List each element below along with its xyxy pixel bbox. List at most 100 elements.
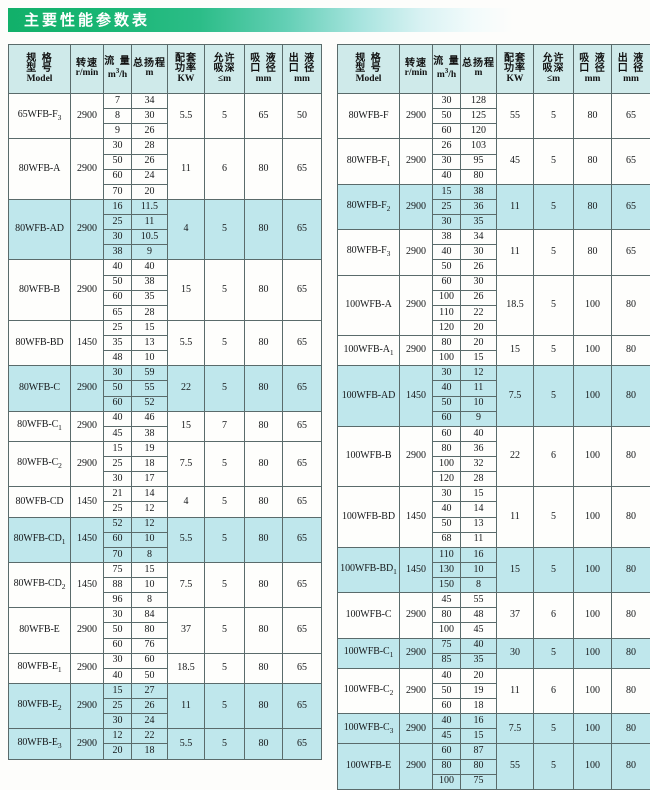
cell-flow: 50 bbox=[433, 260, 461, 275]
cell-head: 40 bbox=[461, 426, 497, 441]
cell-outlet: 65 bbox=[283, 517, 322, 562]
cell-suction: 7 bbox=[205, 411, 245, 441]
cell-head: 15 bbox=[132, 320, 168, 335]
cell-flow: 30 bbox=[104, 366, 132, 381]
cell-flow: 50 bbox=[104, 275, 132, 290]
cell-power: 7.5 bbox=[168, 562, 205, 607]
col-header-model: 规 格 型 号 Model bbox=[338, 45, 400, 94]
cell-outlet: 65 bbox=[283, 320, 322, 365]
cell-head: 35 bbox=[461, 653, 497, 668]
cell-inlet: 100 bbox=[574, 547, 612, 592]
cell-suction: 5 bbox=[534, 714, 574, 744]
cell-outlet: 65 bbox=[283, 260, 322, 321]
cell-inlet: 80 bbox=[245, 260, 283, 321]
cell-inlet: 100 bbox=[574, 593, 612, 638]
cell-outlet: 65 bbox=[283, 562, 322, 607]
cell-power: 15 bbox=[497, 547, 534, 592]
cell-model: 100WFB-C1 bbox=[338, 638, 400, 668]
cell-head: 11 bbox=[461, 381, 497, 396]
cell-head: 87 bbox=[461, 744, 497, 759]
cell-speed: 2900 bbox=[71, 683, 104, 728]
cell-power: 18.5 bbox=[497, 275, 534, 336]
cell-inlet: 80 bbox=[245, 729, 283, 759]
cell-head: 9 bbox=[461, 411, 497, 426]
cell-speed: 2900 bbox=[400, 638, 433, 668]
cell-speed: 2900 bbox=[400, 744, 433, 789]
cell-flow: 25 bbox=[104, 320, 132, 335]
cell-flow: 30 bbox=[104, 139, 132, 154]
cell-outlet: 80 bbox=[612, 668, 650, 713]
cell-speed: 2900 bbox=[400, 94, 433, 139]
cell-head: 14 bbox=[132, 487, 168, 502]
cell-speed: 1450 bbox=[71, 487, 104, 517]
cell-flow: 65 bbox=[104, 305, 132, 320]
cell-power: 11 bbox=[497, 487, 534, 548]
cell-flow: 40 bbox=[433, 668, 461, 683]
cell-head: 80 bbox=[461, 169, 497, 184]
cell-suction: 5 bbox=[205, 94, 245, 139]
cell-outlet: 80 bbox=[612, 638, 650, 668]
cell-flow: 50 bbox=[104, 154, 132, 169]
cell-flow: 150 bbox=[433, 578, 461, 593]
cell-flow: 40 bbox=[433, 502, 461, 517]
cell-head: 18 bbox=[132, 457, 168, 472]
cell-outlet: 80 bbox=[612, 275, 650, 336]
cell-inlet: 80 bbox=[574, 184, 612, 229]
cell-suction: 5 bbox=[205, 729, 245, 759]
cell-flow: 30 bbox=[104, 472, 132, 487]
cell-flow: 50 bbox=[104, 381, 132, 396]
cell-power: 45 bbox=[497, 139, 534, 184]
cell-flow: 60 bbox=[104, 290, 132, 305]
cell-speed: 1450 bbox=[71, 562, 104, 607]
cell-head: 15 bbox=[461, 729, 497, 744]
cell-inlet: 80 bbox=[245, 608, 283, 653]
cell-model: 80WFB-F2 bbox=[338, 184, 400, 229]
cell-inlet: 80 bbox=[245, 199, 283, 260]
cell-flow: 50 bbox=[104, 623, 132, 638]
cell-head: 9 bbox=[132, 245, 168, 260]
cell-flow: 50 bbox=[433, 683, 461, 698]
page-title: 主要性能参数表 bbox=[24, 8, 150, 32]
cell-head: 12 bbox=[461, 366, 497, 381]
cell-head: 15 bbox=[132, 562, 168, 577]
cell-speed: 1450 bbox=[400, 366, 433, 427]
cell-model: 100WFB-B bbox=[338, 426, 400, 487]
cell-power: 4 bbox=[168, 487, 205, 517]
cell-inlet: 100 bbox=[574, 668, 612, 713]
cell-suction: 5 bbox=[534, 184, 574, 229]
cell-head: 76 bbox=[132, 638, 168, 653]
cell-flow: 40 bbox=[433, 169, 461, 184]
cell-head: 10 bbox=[132, 578, 168, 593]
cell-model: 80WFB-B bbox=[9, 260, 71, 321]
cell-head: 13 bbox=[132, 336, 168, 351]
cell-model: 100WFB-BD bbox=[338, 487, 400, 548]
cell-flow: 30 bbox=[433, 215, 461, 230]
cell-flow: 80 bbox=[433, 441, 461, 456]
cell-suction: 5 bbox=[534, 336, 574, 366]
cell-flow: 25 bbox=[104, 457, 132, 472]
cell-flow: 16 bbox=[104, 199, 132, 214]
cell-model: 80WFB-C2 bbox=[9, 441, 71, 486]
cell-suction: 5 bbox=[534, 638, 574, 668]
cell-speed: 2900 bbox=[71, 139, 104, 200]
cell-flow: 25 bbox=[104, 502, 132, 517]
cell-outlet: 65 bbox=[283, 729, 322, 759]
cell-power: 5.5 bbox=[168, 94, 205, 139]
cell-model: 80WFB-C bbox=[9, 366, 71, 411]
cell-flow: 60 bbox=[104, 532, 132, 547]
cell-model: 80WFB-CD2 bbox=[9, 562, 71, 607]
cell-inlet: 100 bbox=[574, 275, 612, 336]
cell-speed: 2900 bbox=[400, 426, 433, 487]
col-header-speed: 转速 r/min bbox=[400, 45, 433, 94]
cell-power: 11 bbox=[168, 683, 205, 728]
cell-flow: 25 bbox=[104, 699, 132, 714]
cell-power: 55 bbox=[497, 94, 534, 139]
